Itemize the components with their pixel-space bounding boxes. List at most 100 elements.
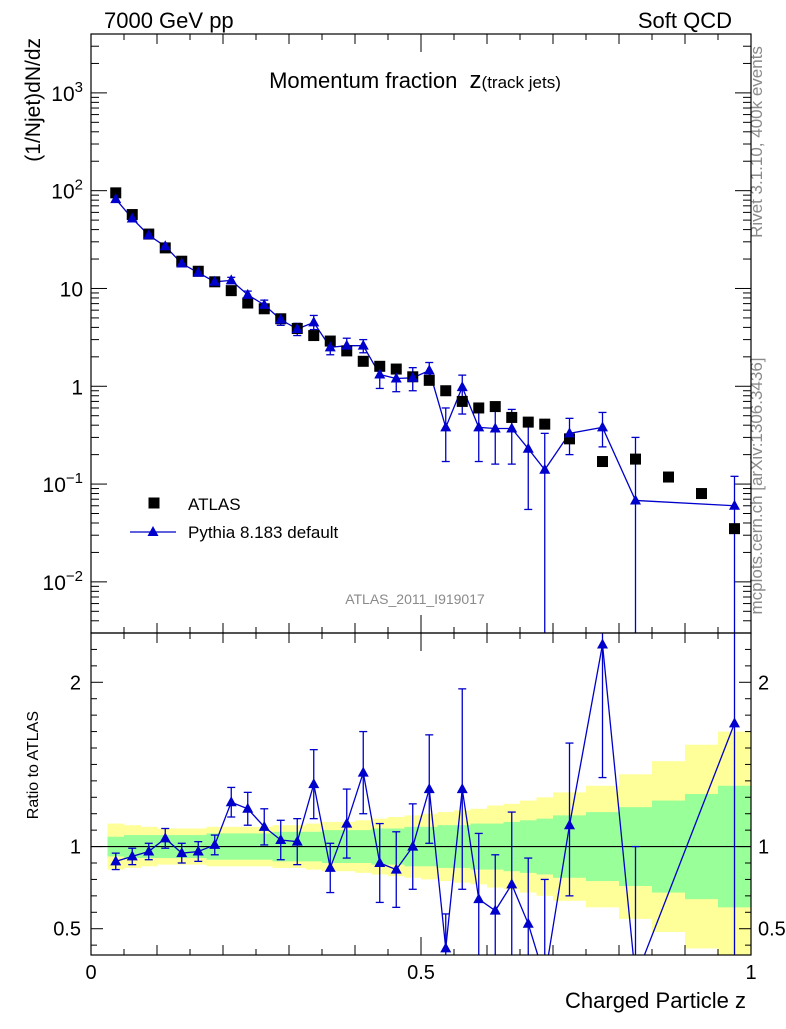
mc-marker	[275, 313, 287, 324]
mc-marker	[390, 372, 402, 383]
side-label-top: Rivet 3.1.10, 400k events	[747, 46, 766, 238]
mc-marker	[597, 421, 608, 432]
atlas-point	[630, 453, 641, 465]
ratio-mc-marker	[597, 638, 608, 649]
atlas-point	[242, 297, 254, 309]
mc-marker	[209, 275, 221, 286]
atlas-point	[341, 345, 353, 357]
mc-marker	[225, 274, 237, 285]
atlas-point	[440, 385, 452, 397]
atlas-point	[374, 360, 386, 372]
ratio-ytick-label-right: 2	[758, 672, 769, 694]
main-ytick-label: 103	[51, 79, 83, 106]
mc-marker	[374, 368, 386, 379]
ratio-mc-marker	[242, 802, 254, 813]
analysis-id: ATLAS_2011_I919017	[345, 591, 485, 607]
atlas-point	[423, 374, 435, 386]
main-frame	[90, 33, 752, 634]
atlas-point	[225, 285, 237, 297]
plot-title: Momentum fraction z(track jets)	[269, 67, 561, 94]
atlas-point	[110, 187, 122, 199]
mc-marker	[423, 364, 435, 375]
atlas-point	[729, 523, 740, 535]
ratio-plot-area	[91, 633, 751, 955]
mc-marker	[192, 266, 204, 277]
ratio-mc-marker	[258, 820, 270, 831]
ytick-base: 10	[43, 572, 66, 595]
ratio-mc-marker	[110, 855, 122, 866]
legend: ATLAS Pythia 8.183 default	[130, 495, 339, 542]
plot-title-sub: (track jets)	[482, 73, 561, 92]
xtick-label: 0	[85, 962, 96, 984]
mc-marker	[473, 421, 485, 432]
atlas-point	[390, 363, 402, 375]
atlas-point	[564, 433, 575, 445]
ratio-mc-marker	[159, 832, 171, 843]
mc-marker	[324, 341, 336, 352]
ratio-mc-marker	[407, 840, 419, 851]
ytick-exponent: 3	[75, 79, 83, 96]
main-ytick-label: 10−2	[43, 568, 83, 595]
ratio-mc-marker	[423, 783, 435, 794]
atlas-point	[539, 418, 551, 430]
ratio-mc-marker	[324, 861, 336, 872]
ratio-mc-marker	[390, 863, 402, 874]
mc-marker	[630, 494, 641, 505]
ytick-base: 10	[43, 474, 66, 497]
ratio-mc-marker	[522, 917, 534, 928]
ratio-ytick-label-right: 0.5	[758, 919, 786, 941]
mc-marker	[176, 257, 188, 268]
mc-marker	[291, 323, 303, 334]
atlas-point	[357, 355, 369, 367]
mc-marker	[729, 499, 740, 510]
mc-marker	[242, 288, 254, 299]
legend-mc-label: Pythia 8.183 default	[188, 523, 339, 542]
ytick-base: 10	[60, 278, 83, 301]
legend-mc-marker	[147, 526, 159, 536]
ratio-mc-marker	[143, 845, 155, 856]
mc-line	[115, 198, 735, 507]
ytick-exponent: 2	[75, 177, 83, 194]
atlas-point	[663, 471, 674, 483]
header-left: 7000 GeV pp	[104, 8, 234, 33]
mc-marker	[456, 381, 468, 392]
ratio-mc-marker	[440, 942, 452, 953]
header-right: Soft QCD	[638, 8, 732, 33]
mc-marker	[407, 371, 419, 382]
atlas-point	[489, 401, 501, 413]
ratio-mc-marker	[729, 717, 740, 728]
ratio-mc-marker	[209, 838, 221, 849]
ratio-mc-marker	[291, 835, 303, 846]
ratio-ytick-label-right: 1	[758, 837, 769, 859]
main-ytick-label: 10−1	[43, 470, 83, 497]
xtick-label: 1	[745, 962, 756, 984]
ratio-mc-marker	[308, 778, 320, 789]
mc-marker	[258, 298, 270, 309]
plot-title-symbol: z	[470, 67, 482, 94]
legend-atlas-marker	[148, 497, 160, 509]
ratio-mc-marker	[506, 878, 518, 889]
ratio-mc-marker	[564, 819, 575, 830]
ytick-exponent: −2	[66, 568, 83, 585]
ratio-mc-marker	[126, 850, 138, 861]
ratio-mc-marker	[489, 904, 501, 915]
atlas-point	[597, 456, 608, 468]
main-plot-area	[110, 187, 740, 633]
mc-marker	[159, 240, 171, 251]
ratio-ytick-label: 1	[70, 837, 81, 859]
ratio-panel: 0.5 0.51 12 20 0.5 1	[53, 632, 786, 984]
mc-marker	[506, 422, 518, 433]
ratio-mc-marker	[473, 893, 485, 904]
ratio-mc-marker	[374, 857, 386, 867]
atlas-point	[522, 416, 534, 428]
ratio-mc-marker	[341, 817, 353, 828]
xlabel: Charged Particle z	[565, 988, 746, 1013]
ratio-mc-marker	[357, 766, 369, 777]
main-ylabel: (1/Njet)dN/dz	[22, 38, 45, 162]
ratio-mc-marker	[176, 847, 188, 858]
side-label-bottom: mcplots.cern.ch [arXiv:1306.3436]	[747, 357, 766, 614]
mc-marker	[110, 193, 122, 204]
